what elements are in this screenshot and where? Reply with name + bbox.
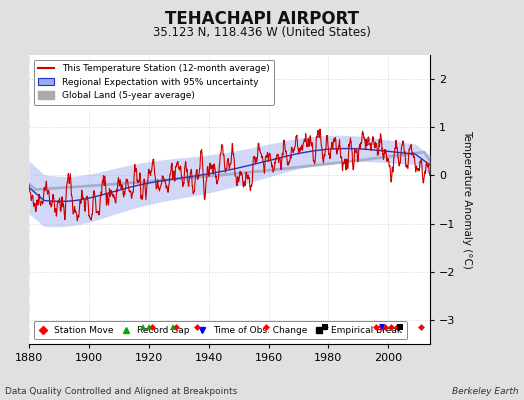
Text: 35.123 N, 118.436 W (United States): 35.123 N, 118.436 W (United States) xyxy=(153,26,371,39)
Y-axis label: Temperature Anomaly (°C): Temperature Anomaly (°C) xyxy=(462,130,472,269)
Legend: Station Move, Record Gap, Time of Obs. Change, Empirical Break: Station Move, Record Gap, Time of Obs. C… xyxy=(34,322,407,340)
Text: TEHACHAPI AIRPORT: TEHACHAPI AIRPORT xyxy=(165,10,359,28)
Text: Data Quality Controlled and Aligned at Breakpoints: Data Quality Controlled and Aligned at B… xyxy=(5,387,237,396)
Text: Berkeley Earth: Berkeley Earth xyxy=(452,387,519,396)
